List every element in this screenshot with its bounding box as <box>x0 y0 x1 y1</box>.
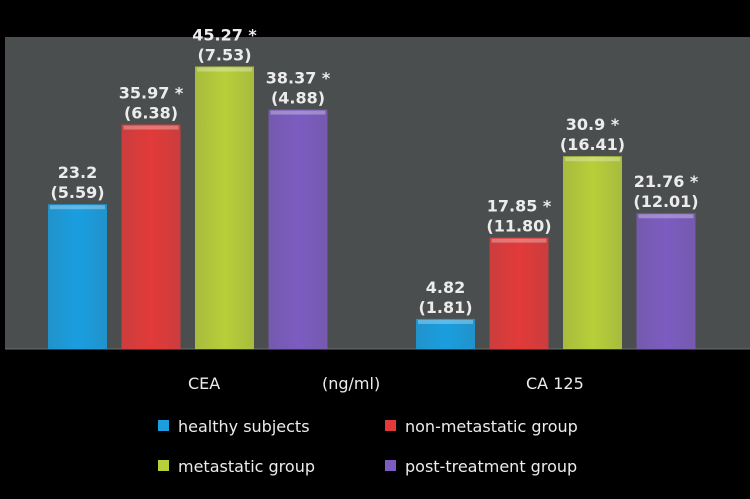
value-label: 4.82 <box>426 278 465 297</box>
value-label: 21.76 * <box>634 172 699 191</box>
bar-highlight <box>197 67 252 72</box>
bar-highlight <box>565 157 620 162</box>
bar-highlight <box>270 110 326 115</box>
bar-healthy-subjects-1 <box>416 318 475 349</box>
bar-post-treatment-group-0 <box>268 109 328 349</box>
sd-label: (5.59) <box>50 183 104 202</box>
value-label: 30.9 * <box>566 115 620 134</box>
legend-label: post-treatment group <box>405 457 577 476</box>
legend: healthy subjects non-metastatic group meta… <box>158 417 578 476</box>
bar-highlight <box>491 238 547 243</box>
bar-metastatic-group-0 <box>195 66 254 349</box>
value-label: 45.27 * <box>192 26 257 45</box>
bar-non-metastatic-group-1 <box>489 237 549 349</box>
sd-label: (4.88) <box>271 89 325 108</box>
bar-highlight <box>123 125 179 130</box>
legend-label: metastatic group <box>178 457 315 476</box>
legend-swatch <box>158 460 169 471</box>
sd-label: (1.81) <box>418 298 472 317</box>
bar-non-metastatic-group-0 <box>121 124 181 349</box>
value-label: 38.37 * <box>266 69 331 88</box>
bar-healthy-subjects-0 <box>48 204 107 349</box>
sd-label: (7.53) <box>197 46 251 65</box>
legend-swatch <box>385 460 396 471</box>
value-label: 35.97 * <box>119 84 184 103</box>
sd-label: (6.38) <box>124 104 178 123</box>
legend-swatch <box>158 420 169 431</box>
bar-highlight <box>638 214 694 219</box>
category-label-ca125: CA 125 <box>526 374 584 393</box>
category-label-cea: CEA <box>188 374 220 393</box>
value-label: 23.2 <box>58 163 97 182</box>
bar-highlight <box>50 205 105 210</box>
sd-label: (11.80) <box>486 217 551 236</box>
legend-swatch <box>385 420 396 431</box>
unit-label: (ng/ml) <box>322 374 380 393</box>
sd-label: (12.01) <box>633 192 698 211</box>
bar-metastatic-group-1 <box>563 156 622 349</box>
bar-post-treatment-group-1 <box>636 213 696 349</box>
value-label: 17.85 * <box>487 197 552 216</box>
bar-highlight <box>418 319 473 324</box>
legend-label: non-metastatic group <box>405 417 578 436</box>
sd-label: (16.41) <box>560 135 625 154</box>
legend-label: healthy subjects <box>178 417 310 436</box>
